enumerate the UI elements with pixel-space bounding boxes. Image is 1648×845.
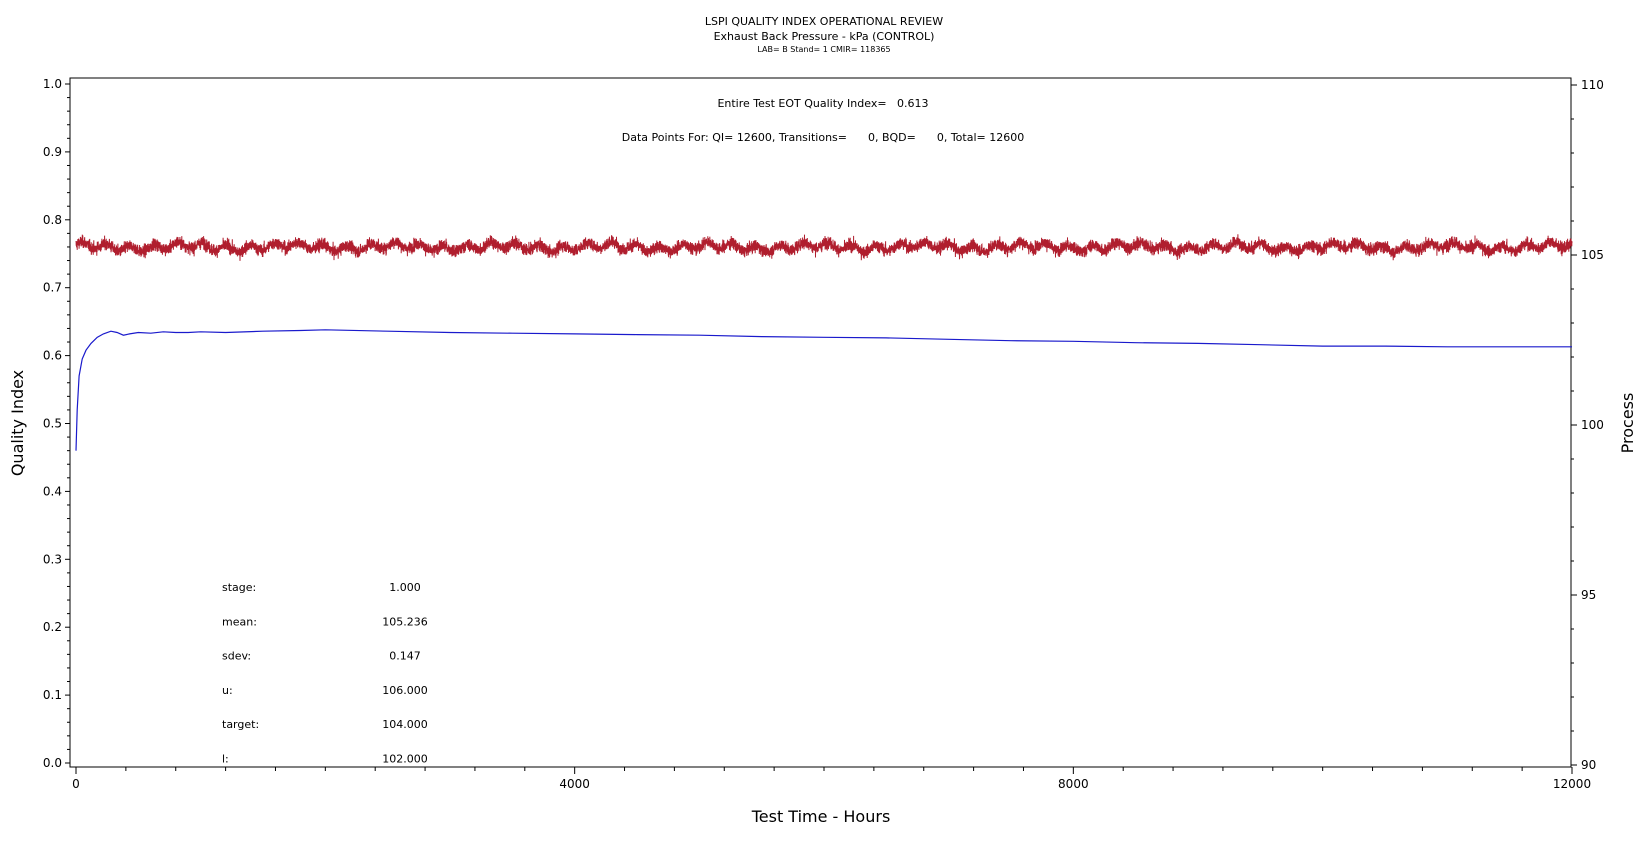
left-y-tick-label: 0.6 [43,349,62,363]
stat-value: 0.147 [389,650,421,663]
y-axis-right-label: Process [1618,393,1637,454]
x-tick-label: 12000 [1553,777,1591,791]
left-y-tick-label: 0.0 [43,756,62,770]
stat-label: stage: [222,581,256,594]
x-axis: 0 4000 8000 12000 [72,767,1591,791]
series-group [75,234,1573,451]
right-y-tick-label: 110 [1581,78,1604,92]
chart-title: LSPI QUALITY INDEX OPERATIONAL REVIEW [705,15,943,28]
right-y-tick-label: 105 [1581,248,1604,262]
stat-value: 102.000 [382,753,428,766]
data-points-annotation: Data Points For: QI= 12600, Transitions=… [622,131,1024,144]
chart-subtitle: Exhaust Back Pressure - kPa (CONTROL) [714,30,935,43]
quality-index-annotation: Entire Test EOT Quality Index= 0.613 [717,97,928,110]
chart-info-line: LAB= B Stand= 1 CMIR= 118365 [757,45,890,54]
left-y-tick-label: 0.1 [43,688,62,702]
stats-table: stage: 1.000 mean: 105.236 sdev: 0.147 u: 106.0… [222,581,428,766]
x-tick-label: 8000 [1058,777,1089,791]
right-y-tick-label: 100 [1581,418,1604,432]
stat-value: 105.236 [382,615,428,628]
left-y-tick-label: 0.5 [43,417,62,431]
plot-frame [69,77,1572,768]
stat-label: mean: [222,615,257,628]
left-y-tick-label: 0.9 [43,145,62,159]
right-y-tick-label: 90 [1581,758,1596,772]
stat-label: u: [222,684,233,697]
stat-value: 104.000 [382,718,428,731]
left-y-tick-label: 0.3 [43,552,62,566]
left-y-axis: 0.0 0.1 0.2 0.3 0.4 0.5 0.6 0.7 0.8 0.9 1.0 [43,77,70,770]
stat-value: 1.000 [389,581,421,594]
left-y-tick-label: 0.8 [43,213,62,227]
process-series-line [75,234,1573,261]
left-y-tick-label: 0.7 [43,281,62,295]
x-tick-label: 0 [72,777,80,791]
right-y-axis: 90 95 100 105 110 [1571,78,1604,772]
quality-index-series-line [75,329,1572,451]
left-y-tick-label: 0.4 [43,484,62,498]
x-axis-label: Test Time - Hours [751,807,891,826]
stat-label: sdev: [222,650,251,663]
stat-label: l: [222,753,229,766]
stat-label: target: [222,718,259,731]
left-y-tick-label: 0.2 [43,620,62,634]
left-y-tick-label: 1.0 [43,77,62,91]
stat-value: 106.000 [382,684,428,697]
right-y-tick-label: 95 [1581,588,1596,602]
y-axis-left-label: Quality Index [8,370,27,476]
x-tick-label: 4000 [559,777,590,791]
